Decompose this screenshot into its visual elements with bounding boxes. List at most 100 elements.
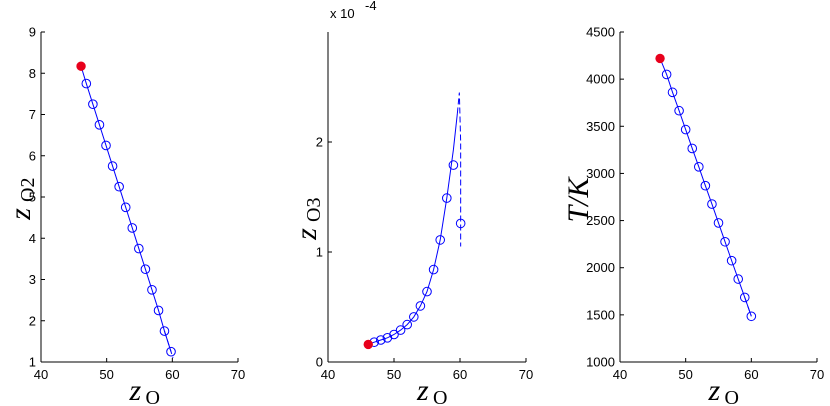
y-tick-label: 2	[29, 313, 36, 328]
y-tick-label: 8	[29, 66, 36, 81]
y-axis-label-subscript: O2	[17, 178, 39, 202]
data-point	[140, 264, 151, 274]
y-axis-label-subscript: O3	[303, 198, 325, 222]
data-point	[448, 160, 459, 170]
data-point	[376, 335, 386, 345]
series-dashed-tail	[744, 297, 752, 317]
data-point	[707, 199, 717, 209]
data-point	[422, 286, 432, 297]
data-point	[674, 105, 684, 116]
data-point	[88, 99, 98, 109]
data-point	[661, 69, 672, 80]
data-point	[94, 120, 105, 130]
series-line	[368, 113, 458, 345]
y-tick-label: 5	[29, 190, 36, 205]
y-tick-label: 4000	[586, 72, 615, 87]
data-point	[455, 218, 466, 229]
data-point	[415, 301, 426, 311]
x-tick-label: 60	[453, 367, 467, 382]
x-tick-label: 50	[387, 367, 401, 382]
data-point	[726, 255, 737, 266]
y-axis-label-group: z O2	[4, 178, 39, 221]
y-tick-label: 3000	[586, 166, 615, 181]
x-tick-label: 70	[810, 367, 824, 382]
y-axis-label: z	[4, 208, 37, 221]
data-point	[114, 181, 124, 192]
y-tick-label: 3500	[586, 119, 615, 134]
data-point	[166, 346, 176, 357]
y-axis-label-group: z O3	[290, 198, 325, 241]
y-tick-label: 2000	[586, 260, 615, 275]
data-point	[81, 78, 92, 89]
y-tick-label: 2500	[586, 213, 615, 228]
x-axis-label-subscript: O	[146, 387, 160, 406]
start-point	[655, 53, 665, 64]
y-axis-label: z	[290, 228, 323, 241]
x-tick-label: 50	[678, 367, 692, 382]
x-tick-label: 60	[744, 367, 758, 382]
y-multiplier-exponent: -4	[365, 0, 377, 13]
data-point	[428, 264, 439, 275]
start-point	[76, 61, 86, 71]
x-tick-label: 50	[99, 367, 113, 382]
data-point	[402, 319, 413, 330]
data-point	[667, 87, 678, 98]
y-tick-label: 1500	[586, 307, 615, 322]
data-point	[101, 140, 111, 151]
y-tick-label: 3	[29, 272, 36, 287]
x-axis-label: z	[416, 374, 429, 406]
data-point	[720, 236, 730, 247]
data-point	[409, 312, 419, 322]
data-point	[147, 285, 157, 295]
data-point	[153, 305, 164, 316]
start-point	[363, 339, 373, 350]
y-tick-label: 1	[316, 245, 323, 260]
x-tick-label: 70	[231, 367, 245, 382]
data-point	[389, 329, 399, 340]
data-point	[120, 202, 131, 213]
x-tick-label: 40	[34, 367, 48, 382]
data-point	[694, 162, 704, 172]
y-axis-label: T/K	[562, 175, 595, 222]
y-tick-label: 9	[29, 25, 36, 40]
x-axis-label-subscript: O	[725, 387, 739, 406]
data-point	[733, 274, 744, 284]
data-point	[395, 325, 406, 335]
y-tick-label: 4500	[586, 25, 615, 40]
y-tick-label: 0	[316, 355, 323, 370]
data-point	[713, 218, 724, 228]
y-multiplier: x 10	[330, 6, 355, 21]
y-tick-label: 1	[29, 355, 36, 370]
y-tick-label: 2	[316, 135, 323, 150]
data-point	[442, 193, 452, 203]
data-point	[700, 180, 711, 191]
x-axis-label: z	[129, 374, 142, 406]
y-tick-label: 1000	[586, 355, 615, 370]
x-axis-label: z	[708, 374, 721, 406]
data-point	[680, 124, 691, 135]
y-tick-label: 6	[29, 148, 36, 163]
data-point	[127, 223, 138, 233]
x-tick-label: 60	[165, 367, 179, 382]
series-line	[80, 66, 172, 352]
x-tick-label: 70	[519, 367, 533, 382]
data-point	[746, 311, 757, 322]
chart-temperature-vs-zo: 40 50 60 70 1000 1500 2000 2500 3000 3500 4000 4500…	[562, 25, 824, 406]
data-point	[134, 243, 144, 254]
y-tick-label: 4	[29, 231, 36, 246]
y-axis-label-group: T/K	[562, 175, 595, 222]
series-line	[659, 58, 752, 317]
x-axis-label-subscript: O	[433, 387, 447, 406]
data-point	[159, 326, 170, 336]
series-dashed-tail	[456, 92, 462, 247]
x-tick-label: 40	[613, 367, 627, 382]
data-point	[687, 143, 698, 154]
data-point	[739, 292, 750, 303]
data-point	[107, 161, 118, 171]
y-tick-label: 7	[29, 107, 36, 122]
data-point	[435, 235, 446, 245]
x-tick-label: 40	[321, 367, 335, 382]
